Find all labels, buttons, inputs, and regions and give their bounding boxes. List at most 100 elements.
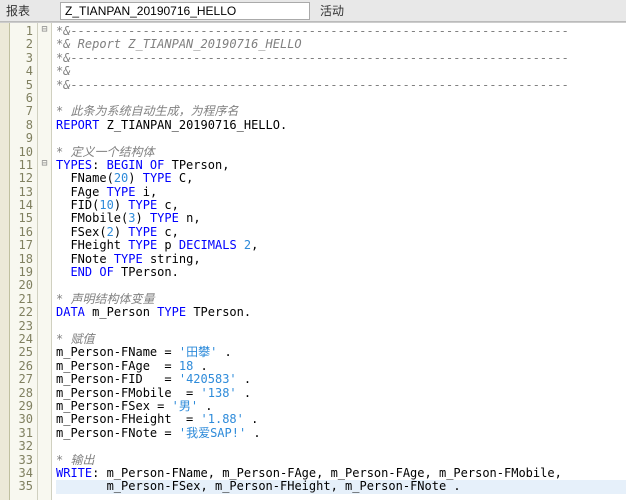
code-line[interactable]: REPORT Z_TIANPAN_20190716_HELLO. bbox=[56, 119, 626, 132]
fold-marker bbox=[38, 452, 51, 465]
line-number: 14 bbox=[12, 199, 33, 212]
fold-marker bbox=[38, 251, 51, 264]
fold-marker bbox=[38, 117, 51, 130]
fold-marker bbox=[38, 318, 51, 331]
code-line[interactable]: *& Report Z_TIANPAN_20190716_HELLO bbox=[56, 38, 626, 51]
code-line[interactable]: FHeight TYPE p DECIMALS 2, bbox=[56, 239, 626, 252]
editor-margin bbox=[0, 23, 10, 500]
line-number: 11 bbox=[12, 159, 33, 172]
line-number: 24 bbox=[12, 333, 33, 346]
fold-marker bbox=[38, 184, 51, 197]
line-number: 26 bbox=[12, 360, 33, 373]
code-line[interactable]: m_Person-FSex = '男' . bbox=[56, 400, 626, 413]
code-line[interactable] bbox=[56, 92, 626, 105]
code-line[interactable]: FName(20) TYPE C, bbox=[56, 172, 626, 185]
line-number: 21 bbox=[12, 293, 33, 306]
fold-marker bbox=[38, 50, 51, 63]
line-number: 19 bbox=[12, 266, 33, 279]
code-line[interactable]: * 赋值 bbox=[56, 333, 626, 346]
fold-marker bbox=[38, 344, 51, 357]
line-number: 16 bbox=[12, 226, 33, 239]
fold-marker bbox=[38, 465, 51, 478]
line-number: 7 bbox=[12, 105, 33, 118]
code-line[interactable]: m_Person-FAge = 18 . bbox=[56, 360, 626, 373]
fold-marker bbox=[38, 304, 51, 317]
code-line[interactable] bbox=[56, 132, 626, 145]
code-line[interactable]: FSex(2) TYPE c, bbox=[56, 226, 626, 239]
code-line[interactable] bbox=[56, 320, 626, 333]
fold-marker bbox=[38, 90, 51, 103]
code-line[interactable]: *&--------------------------------------… bbox=[56, 25, 626, 38]
header-bar: 报表 活动 bbox=[0, 0, 626, 22]
code-line[interactable]: FAge TYPE i, bbox=[56, 186, 626, 199]
line-number-gutter: 1234567891011121314151617181920212223242… bbox=[10, 23, 38, 500]
fold-marker bbox=[38, 425, 51, 438]
code-editor[interactable]: 1234567891011121314151617181920212223242… bbox=[0, 22, 626, 500]
code-line[interactable]: * 输出 bbox=[56, 454, 626, 467]
fold-marker bbox=[38, 77, 51, 90]
code-line[interactable]: TYPES: BEGIN OF TPerson, bbox=[56, 159, 626, 172]
code-line[interactable]: m_Person-FHeight = '1.88' . bbox=[56, 413, 626, 426]
line-number: 5 bbox=[12, 79, 33, 92]
line-number: 15 bbox=[12, 212, 33, 225]
code-area[interactable]: *&--------------------------------------… bbox=[52, 23, 626, 500]
line-number: 32 bbox=[12, 440, 33, 453]
fold-marker bbox=[38, 411, 51, 424]
code-line[interactable]: END OF TPerson. bbox=[56, 266, 626, 279]
line-number: 35 bbox=[12, 480, 33, 493]
code-line[interactable]: *&--------------------------------------… bbox=[56, 79, 626, 92]
code-line[interactable]: m_Person-FName = '田攀' . bbox=[56, 346, 626, 359]
code-line[interactable]: DATA m_Person TYPE TPerson. bbox=[56, 306, 626, 319]
code-line[interactable]: m_Person-FID = '420583' . bbox=[56, 373, 626, 386]
fold-marker bbox=[38, 197, 51, 210]
fold-marker bbox=[38, 331, 51, 344]
fold-gutter[interactable]: ⊟⊟ bbox=[38, 23, 52, 500]
fold-marker bbox=[38, 385, 51, 398]
code-line[interactable]: m_Person-FSex, m_Person-FHeight, m_Perso… bbox=[56, 480, 626, 493]
program-name-input[interactable] bbox=[60, 2, 310, 20]
fold-marker bbox=[38, 130, 51, 143]
fold-marker bbox=[38, 63, 51, 76]
code-line[interactable]: WRITE: m_Person-FName, m_Person-FAge, m_… bbox=[56, 467, 626, 480]
line-number: 1 bbox=[12, 25, 33, 38]
header-label: 报表 bbox=[6, 2, 30, 19]
line-number: 23 bbox=[12, 320, 33, 333]
line-number: 6 bbox=[12, 92, 33, 105]
line-number: 31 bbox=[12, 427, 33, 440]
line-number: 20 bbox=[12, 279, 33, 292]
fold-marker bbox=[38, 36, 51, 49]
fold-marker bbox=[38, 277, 51, 290]
line-number: 9 bbox=[12, 132, 33, 145]
fold-marker[interactable]: ⊟ bbox=[38, 23, 51, 36]
code-line[interactable] bbox=[56, 279, 626, 292]
code-line[interactable]: * 定义一个结构体 bbox=[56, 146, 626, 159]
line-number: 27 bbox=[12, 373, 33, 386]
fold-marker[interactable]: ⊟ bbox=[38, 157, 51, 170]
line-number: 25 bbox=[12, 346, 33, 359]
code-line[interactable]: m_Person-FMobile = '138' . bbox=[56, 387, 626, 400]
fold-marker bbox=[38, 264, 51, 277]
code-line[interactable]: FID(10) TYPE c, bbox=[56, 199, 626, 212]
fold-marker bbox=[38, 478, 51, 491]
code-line[interactable]: *&--------------------------------------… bbox=[56, 52, 626, 65]
code-line[interactable]: *& bbox=[56, 65, 626, 78]
code-line[interactable]: FMobile(3) TYPE n, bbox=[56, 212, 626, 225]
code-line[interactable]: m_Person-FNote = '我爱SAP!' . bbox=[56, 427, 626, 440]
fold-marker bbox=[38, 291, 51, 304]
line-number: 18 bbox=[12, 253, 33, 266]
line-number: 8 bbox=[12, 119, 33, 132]
code-line[interactable]: FNote TYPE string, bbox=[56, 253, 626, 266]
line-number: 3 bbox=[12, 52, 33, 65]
line-number: 28 bbox=[12, 387, 33, 400]
header-status: 活动 bbox=[320, 2, 344, 19]
line-number: 34 bbox=[12, 467, 33, 480]
fold-marker bbox=[38, 371, 51, 384]
line-number: 10 bbox=[12, 146, 33, 159]
code-line[interactable] bbox=[56, 440, 626, 453]
line-number: 33 bbox=[12, 454, 33, 467]
fold-marker bbox=[38, 224, 51, 237]
line-number: 17 bbox=[12, 239, 33, 252]
fold-marker bbox=[38, 170, 51, 183]
code-line[interactable]: * 声明结构体变量 bbox=[56, 293, 626, 306]
code-line[interactable]: * 此条为系统自动生成，为程序名 bbox=[56, 105, 626, 118]
